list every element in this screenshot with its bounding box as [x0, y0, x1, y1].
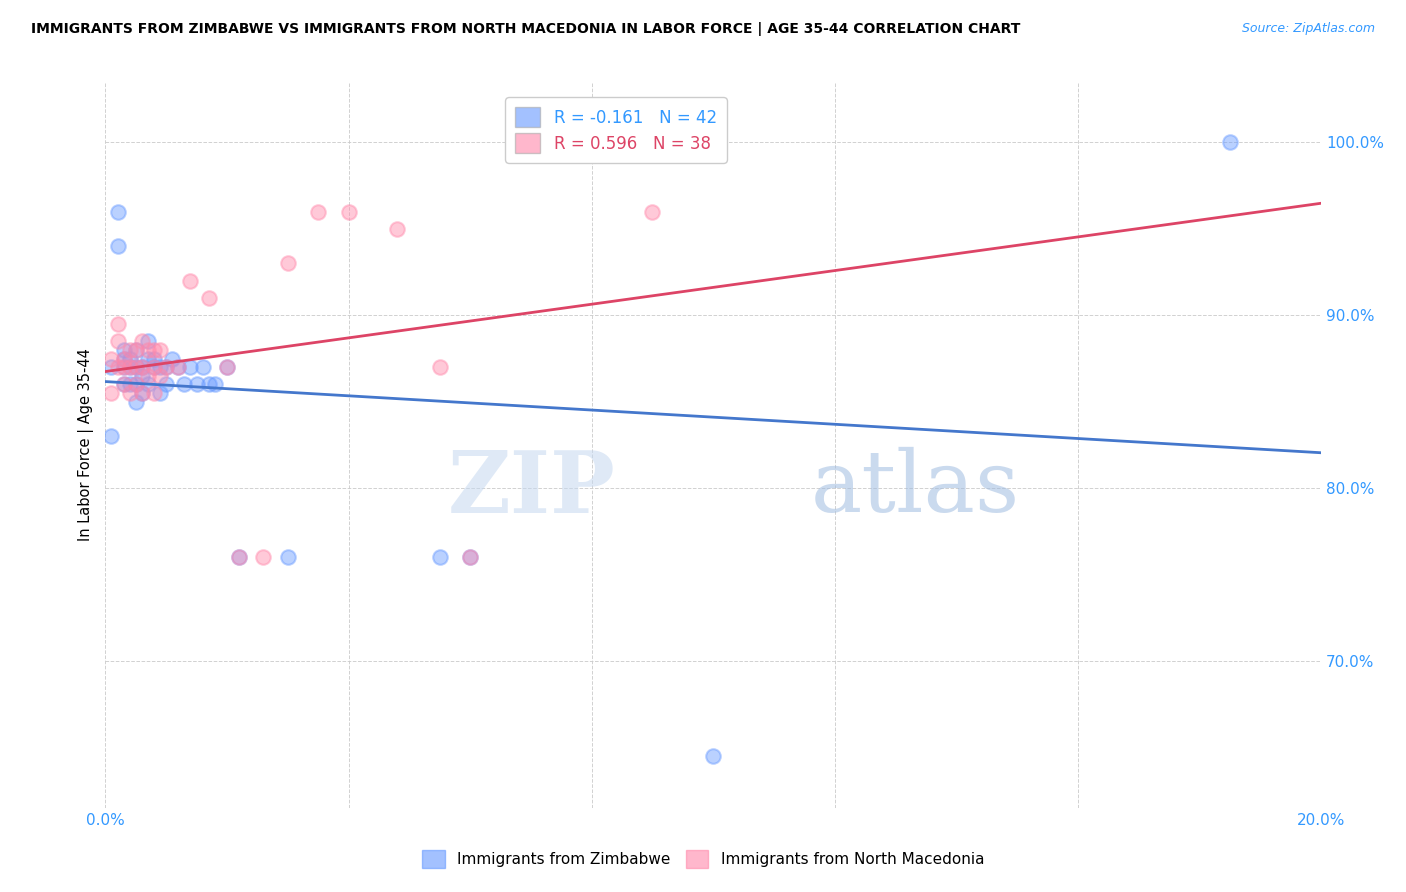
Point [136, 377, 159, 392]
Point [155, 360, 177, 375]
Point [131, 386, 153, 401]
Point [112, 351, 135, 366]
Point [143, 343, 166, 357]
Point [118, 386, 141, 401]
Point [131, 386, 153, 401]
Point [155, 360, 177, 375]
Point [252, 550, 274, 565]
Point [112, 343, 135, 357]
Point [131, 360, 153, 375]
Point [143, 360, 166, 375]
Point [100, 351, 122, 366]
Point [429, 550, 451, 565]
Text: IMMIGRANTS FROM ZIMBABWE VS IMMIGRANTS FROM NORTH MACEDONIA IN LABOR FORCE | AGE: IMMIGRANTS FROM ZIMBABWE VS IMMIGRANTS F… [31, 22, 1021, 37]
Point [337, 204, 360, 219]
Point [186, 377, 208, 392]
Point [118, 351, 141, 366]
Point [125, 377, 148, 392]
Point [641, 204, 664, 219]
Point [167, 360, 190, 375]
Point [107, 204, 129, 219]
Point [125, 360, 148, 375]
Point [100, 386, 122, 401]
Point [118, 360, 141, 375]
Point [118, 343, 141, 357]
Point [167, 360, 190, 375]
Point [112, 377, 135, 392]
Point [107, 317, 129, 331]
Point [162, 351, 184, 366]
Point [191, 360, 214, 375]
Point [228, 550, 250, 565]
Point [458, 550, 481, 565]
Point [1219, 136, 1241, 150]
Point [149, 360, 172, 375]
Point [179, 360, 201, 375]
Point [112, 351, 135, 366]
Point [107, 334, 129, 349]
Point [118, 377, 141, 392]
Point [143, 360, 166, 375]
Point [125, 394, 148, 409]
Point [197, 377, 219, 392]
Point [215, 360, 238, 375]
Point [125, 360, 148, 375]
Text: ZIP: ZIP [449, 447, 616, 531]
Point [173, 377, 195, 392]
Point [131, 368, 153, 383]
Point [179, 274, 201, 288]
Point [136, 368, 159, 383]
Point [107, 360, 129, 375]
Point [385, 222, 408, 236]
Point [125, 377, 148, 392]
Legend: R = -0.161   N = 42, R = 0.596   N = 38: R = -0.161 N = 42, R = 0.596 N = 38 [505, 97, 727, 162]
Point [143, 386, 166, 401]
Point [136, 343, 159, 357]
Point [131, 360, 153, 375]
Point [307, 204, 329, 219]
Point [197, 291, 219, 305]
Point [702, 749, 724, 764]
Point [155, 377, 177, 392]
Point [100, 360, 122, 375]
Point [118, 360, 141, 375]
Point [429, 360, 451, 375]
Point [125, 343, 148, 357]
Point [277, 256, 299, 270]
Text: atlas: atlas [810, 447, 1019, 530]
Point [112, 360, 135, 375]
Point [215, 360, 238, 375]
Point [100, 429, 122, 443]
Point [125, 343, 148, 357]
Point [204, 377, 226, 392]
Point [112, 360, 135, 375]
Point [149, 368, 172, 383]
Point [131, 334, 153, 349]
Point [107, 239, 129, 253]
Point [458, 550, 481, 565]
Y-axis label: In Labor Force | Age 35-44: In Labor Force | Age 35-44 [79, 349, 94, 541]
Legend: Immigrants from Zimbabwe, Immigrants from North Macedonia: Immigrants from Zimbabwe, Immigrants fro… [416, 844, 990, 873]
Point [112, 377, 135, 392]
Text: Source: ZipAtlas.com: Source: ZipAtlas.com [1241, 22, 1375, 36]
Point [136, 334, 159, 349]
Point [149, 343, 172, 357]
Point [149, 386, 172, 401]
Point [228, 550, 250, 565]
Point [277, 550, 299, 565]
Point [136, 351, 159, 366]
Point [143, 351, 166, 366]
